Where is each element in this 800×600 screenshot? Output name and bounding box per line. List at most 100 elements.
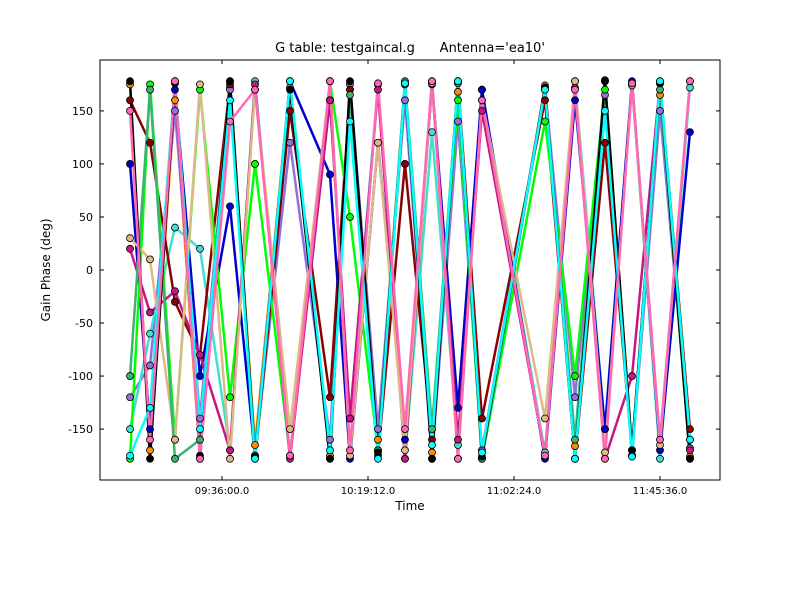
data-point <box>146 361 154 370</box>
x-axis-label: Time <box>394 499 424 513</box>
y-axis-label: Gain Phase (deg) <box>39 218 53 321</box>
data-point <box>686 435 694 444</box>
data-point <box>196 350 204 359</box>
data-point <box>196 414 204 423</box>
data-point <box>374 79 382 88</box>
data-point <box>428 454 436 463</box>
data-point <box>401 425 409 433</box>
data-point <box>374 85 382 94</box>
data-point <box>126 372 134 380</box>
data-point <box>686 128 694 137</box>
data-point <box>226 446 234 455</box>
data-point <box>571 454 579 463</box>
data-point <box>478 96 486 105</box>
data-point <box>374 454 382 463</box>
data-point <box>126 425 134 433</box>
data-point <box>656 85 664 94</box>
data-point <box>326 77 334 86</box>
data-point <box>226 454 234 463</box>
data-point <box>226 393 234 402</box>
data-point <box>171 223 179 232</box>
data-point <box>428 128 436 137</box>
data-point <box>454 87 462 96</box>
data-point <box>326 96 334 105</box>
data-point <box>346 213 354 221</box>
data-point <box>541 85 549 94</box>
data-point <box>146 454 154 463</box>
data-point <box>541 414 549 423</box>
data-point <box>401 160 409 168</box>
data-point <box>686 446 694 455</box>
data-point <box>571 435 579 444</box>
data-point <box>571 85 579 94</box>
data-point <box>401 79 409 88</box>
data-point <box>571 96 579 105</box>
data-point <box>478 85 486 94</box>
data-point <box>146 403 154 412</box>
data-point <box>628 452 636 461</box>
data-point <box>171 85 179 94</box>
data-point <box>686 425 694 433</box>
chart-title: G table: testgaincal.g Antenna='ea10' <box>275 41 545 56</box>
data-point <box>656 77 664 86</box>
data-point <box>656 107 664 115</box>
data-point <box>478 107 486 115</box>
data-point <box>454 117 462 126</box>
data-point <box>478 448 486 457</box>
data-point <box>146 425 154 433</box>
x-tick-label: 11:45:36.0 <box>633 486 687 497</box>
data-point <box>146 255 154 264</box>
data-point <box>251 454 259 463</box>
data-point <box>286 85 294 94</box>
data-point <box>146 138 154 147</box>
y-tick-label: 150 <box>72 105 93 118</box>
data-point <box>196 244 204 253</box>
data-point <box>401 446 409 455</box>
data-point <box>196 435 204 444</box>
data-point <box>146 446 154 455</box>
data-point <box>454 96 462 105</box>
data-point <box>541 451 549 460</box>
x-tick-label: 11:02:24.0 <box>487 486 541 497</box>
data-point <box>346 446 354 455</box>
data-point <box>686 454 694 463</box>
data-point <box>541 96 549 105</box>
data-point <box>226 202 234 211</box>
data-point <box>601 425 609 433</box>
y-tick-label: 0 <box>86 264 93 277</box>
data-point <box>126 96 134 105</box>
data-point <box>326 170 334 179</box>
x-tick-label: 09:36:00.0 <box>195 486 249 497</box>
data-point <box>374 425 382 433</box>
data-point <box>196 425 204 433</box>
data-point <box>146 308 154 317</box>
series-line <box>128 81 692 459</box>
data-point <box>286 451 294 460</box>
data-point <box>374 448 382 457</box>
data-point <box>171 297 179 306</box>
data-point <box>171 107 179 115</box>
data-point <box>146 85 154 94</box>
data-point <box>454 77 462 86</box>
data-point <box>126 107 134 115</box>
data-point <box>171 435 179 444</box>
y-tick-label: -50 <box>75 317 93 330</box>
data-point <box>571 77 579 86</box>
y-tick-label: -150 <box>68 423 93 436</box>
data-point <box>601 448 609 457</box>
data-point <box>686 83 694 92</box>
data-point <box>286 107 294 115</box>
data-point <box>454 403 462 412</box>
y-tick-label: -100 <box>68 370 93 383</box>
data-point <box>428 77 436 86</box>
data-point <box>251 441 259 449</box>
data-point <box>326 446 334 455</box>
data-point <box>226 117 234 126</box>
plot-area <box>126 76 694 463</box>
data-point <box>196 372 204 380</box>
data-point <box>571 442 579 450</box>
data-point <box>196 80 204 89</box>
data-point <box>656 454 664 463</box>
data-point <box>346 414 354 423</box>
